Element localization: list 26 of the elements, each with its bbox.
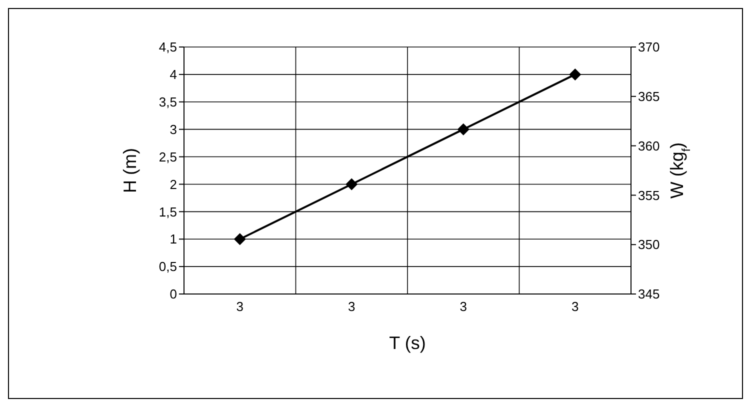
y-tick-label: 4,5	[158, 40, 177, 55]
y-tick-label: 3,5	[158, 94, 177, 110]
y-tick-label: 4	[170, 67, 177, 82]
y-tick-label: 0,5	[158, 259, 177, 274]
point	[346, 178, 358, 190]
point	[569, 68, 582, 80]
x-tick-label: 3	[572, 299, 579, 314]
y-tick-label: 0	[170, 286, 177, 302]
y-tick-label: 3	[170, 122, 177, 137]
point	[234, 233, 246, 246]
x-tick-label: 3	[460, 299, 467, 314]
y2-tick-label: 345	[638, 286, 660, 302]
x-tick-label: 3	[348, 299, 356, 314]
x-tick-label: 3	[236, 299, 244, 314]
point	[457, 123, 470, 136]
y-tick-label: 1	[170, 232, 177, 247]
y2-tick-label: 355	[638, 188, 660, 203]
y2-tick-label: 350	[638, 237, 660, 252]
y2-tick-label: 365	[638, 89, 660, 104]
y2-tick-label: 360	[638, 138, 660, 154]
y-axis-title: H (m)	[120, 148, 140, 193]
y-tick-label: 2,5	[158, 149, 177, 164]
x-axis-title: T (s)	[389, 333, 426, 353]
y-tick-label: 1,5	[158, 204, 177, 220]
y-tick-label: 2	[170, 176, 177, 192]
y2-tick-label: 370	[638, 40, 660, 55]
